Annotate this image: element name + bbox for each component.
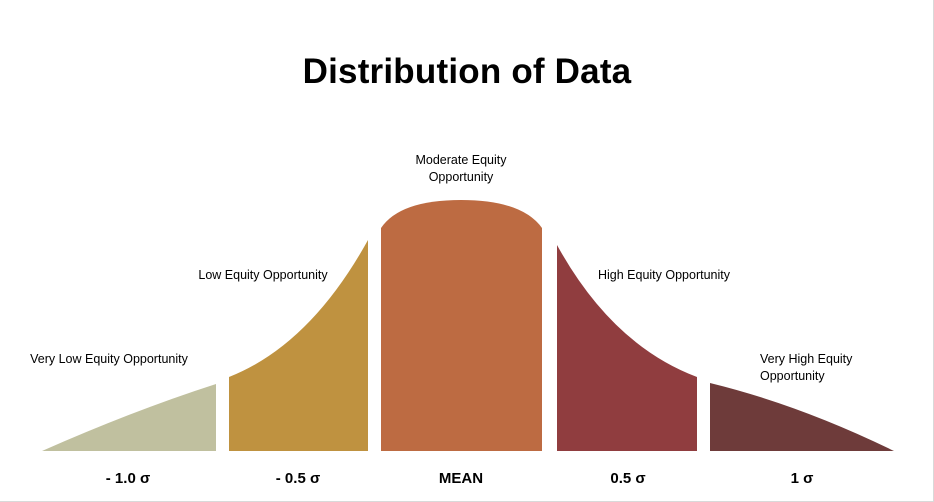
label-low: Low Equity Opportunity <box>198 268 328 282</box>
label-very-high-line2: Opportunity <box>760 369 825 383</box>
axis-label-plus-1-sigma: 1 σ <box>790 470 814 487</box>
axis-label-minus-half-sigma: - 0.5 σ <box>275 470 321 487</box>
segment-high <box>557 245 697 451</box>
axis-label-mean: MEAN <box>438 470 484 487</box>
diagram-title: Distribution of Data <box>302 52 632 91</box>
label-moderate: Moderate Equity Opportunity <box>396 152 526 186</box>
label-very-high-line1: Very High Equity <box>760 352 853 366</box>
label-moderate-line1: Moderate Equity <box>415 153 507 167</box>
segment-very-high <box>710 383 894 451</box>
axis-label-plus-half-sigma: 0.5 σ <box>610 470 646 487</box>
label-very-high: Very High Equity Opportunity <box>760 351 880 385</box>
segment-moderate <box>381 200 542 451</box>
label-moderate-line2: Opportunity <box>428 170 494 184</box>
segment-low <box>229 240 368 451</box>
label-very-low: Very Low Equity Opportunity <box>30 352 188 366</box>
segment-very-low <box>42 384 216 451</box>
label-high: High Equity Opportunity <box>597 268 730 282</box>
axis-label-minus-1-sigma: - 1.0 σ <box>105 470 151 487</box>
